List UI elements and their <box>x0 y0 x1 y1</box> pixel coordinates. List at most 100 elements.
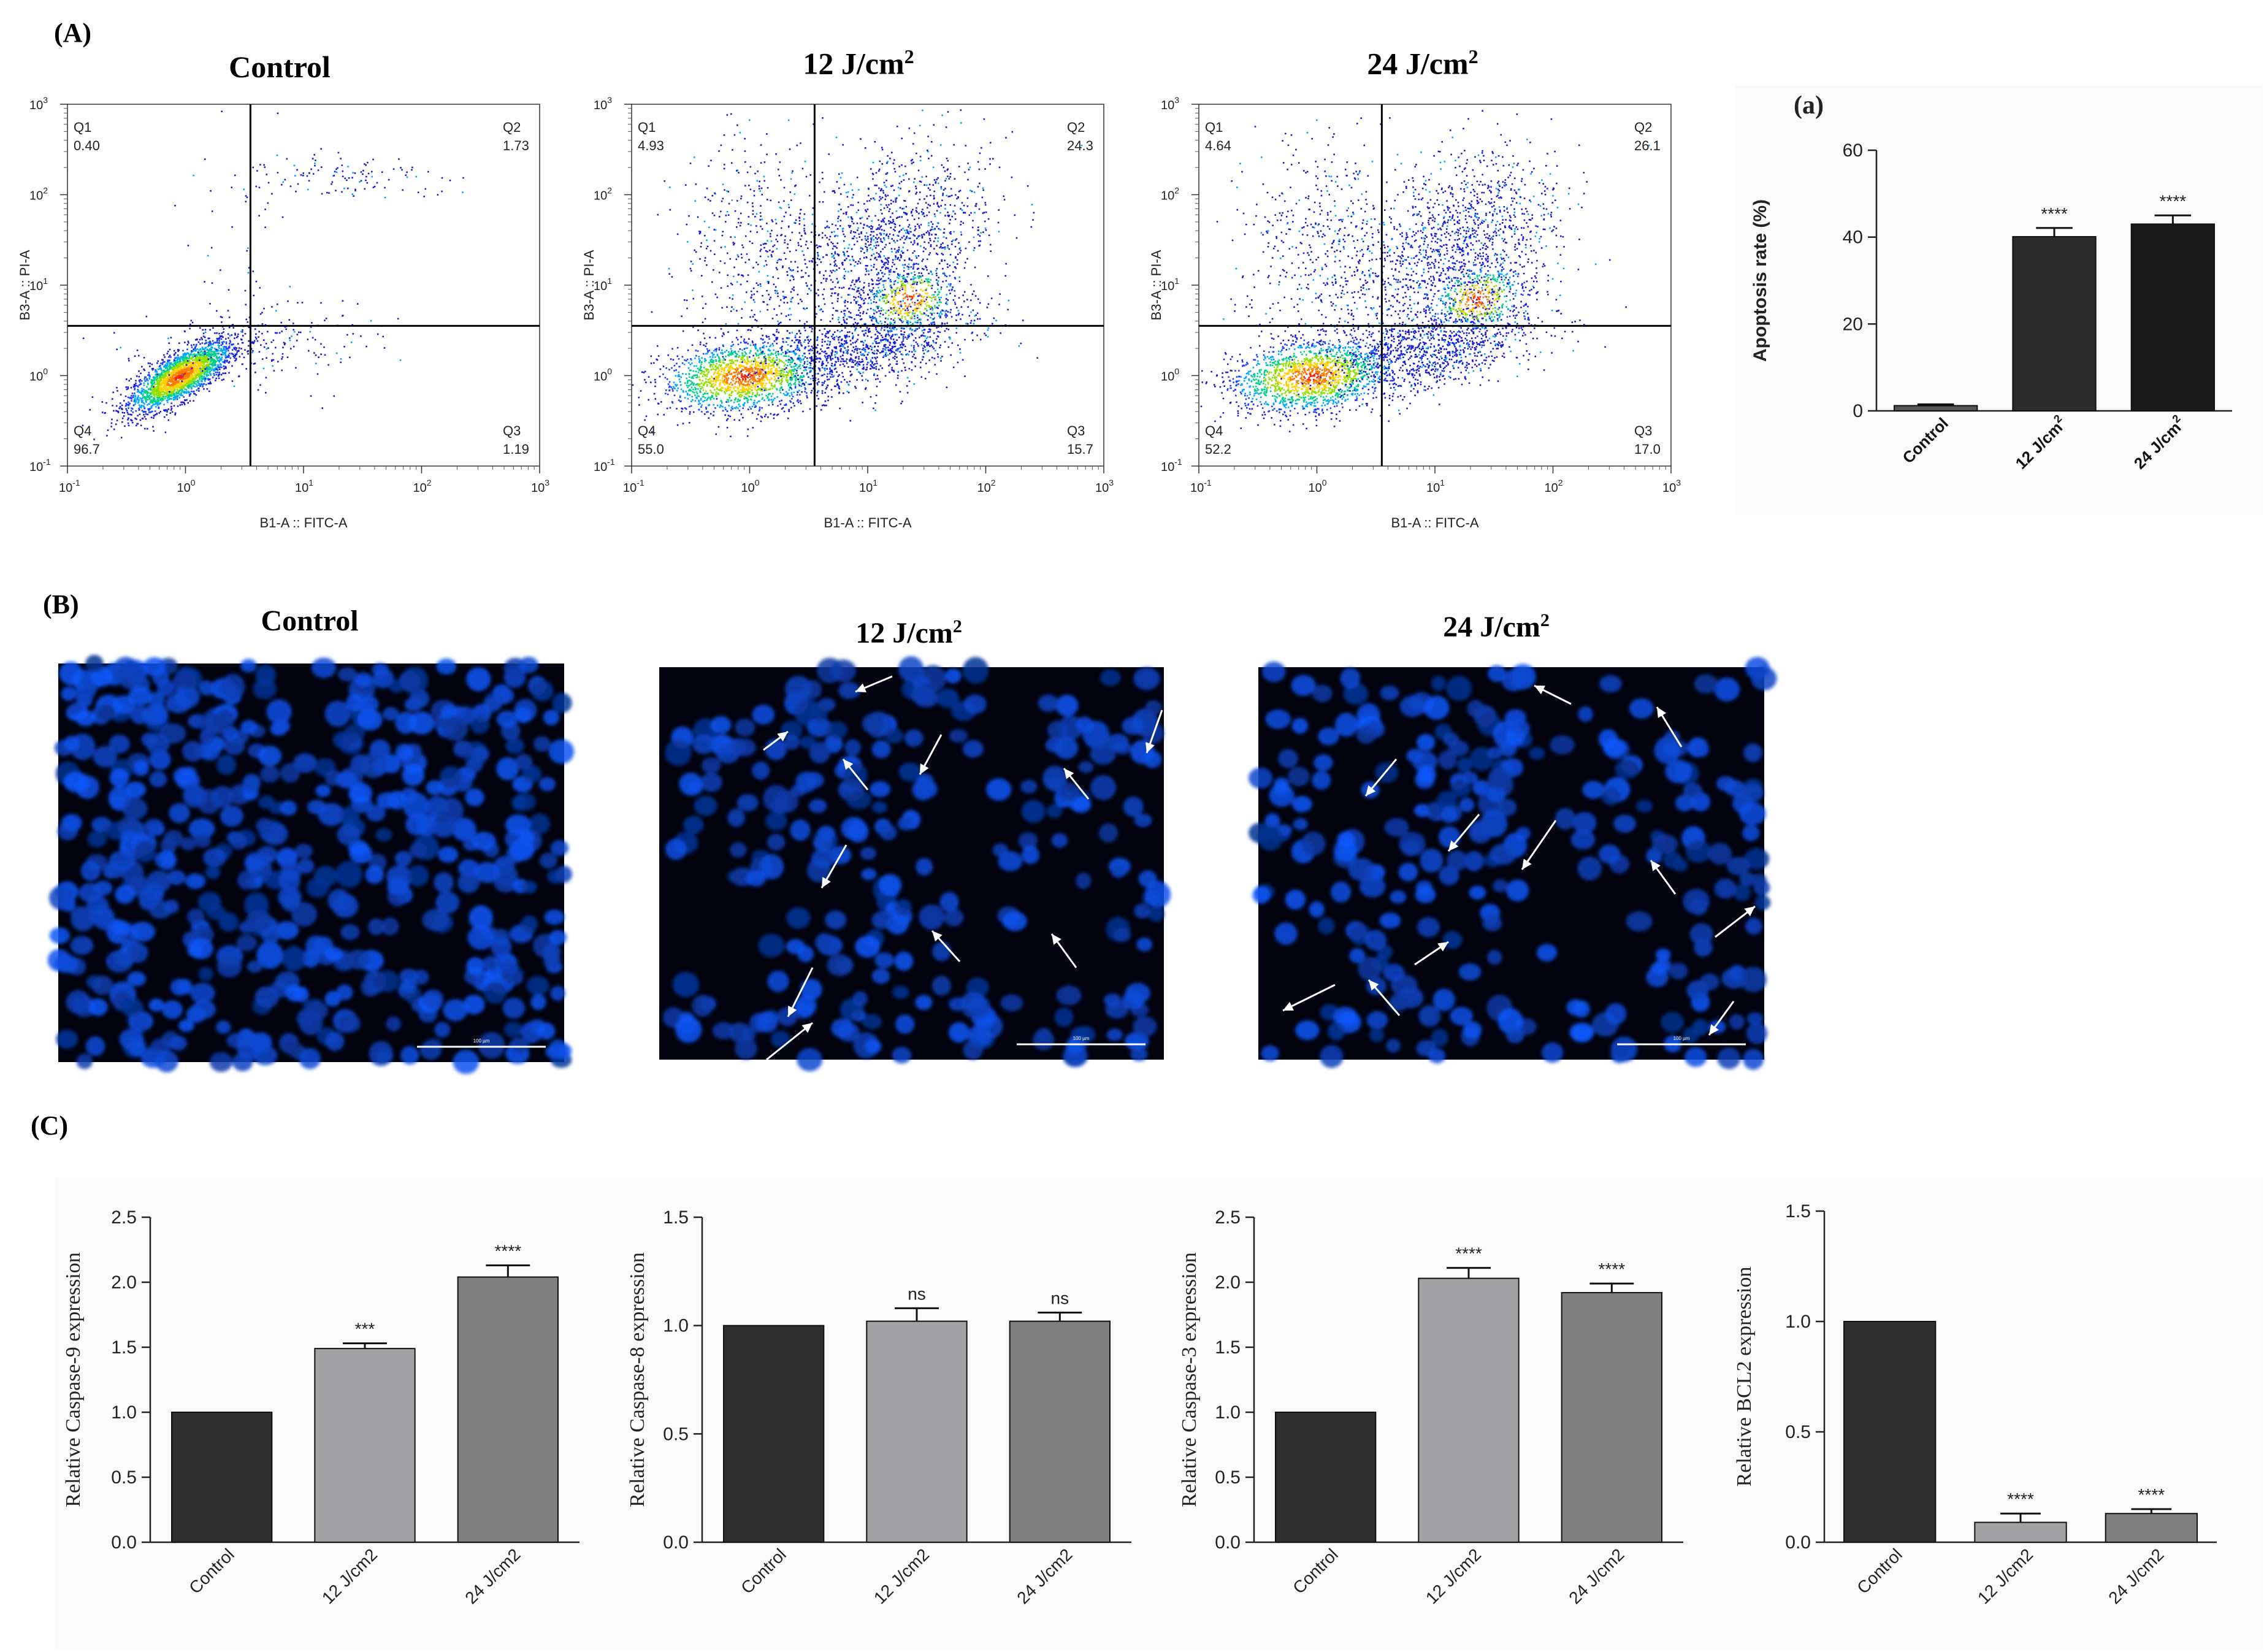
x-tick-label: 103 <box>1662 478 1681 495</box>
x-tick-label: 10-1 <box>1190 478 1212 495</box>
bar <box>1843 1321 1937 1543</box>
quadrant-q4-label: Q4 <box>74 423 91 438</box>
x-axis-label: B1-A :: FITC-A <box>1391 515 1478 530</box>
quadrant-q4-value: 55.0 <box>638 442 664 457</box>
y-tick-label: 0.0 <box>663 1532 689 1553</box>
flow-dots <box>1200 110 1650 433</box>
flow-title-control: Control <box>229 50 331 84</box>
x-tick-label: 101 <box>1426 478 1445 495</box>
x-axis-label: B1-A :: FITC-A <box>824 515 911 530</box>
y-tick-label: 1.5 <box>1785 1201 1811 1222</box>
y-axis-label: Relative BCL2 expression <box>1733 1267 1756 1487</box>
x-tick-label: 103 <box>1095 478 1114 495</box>
significance-label: **** <box>1599 1260 1626 1279</box>
bar <box>2012 235 2097 411</box>
significance-label: **** <box>2041 204 2068 223</box>
quadrant-q2-value: 26.1 <box>1634 138 1661 153</box>
x-tick-label: 10-1 <box>59 478 80 495</box>
nuclei <box>47 654 575 1074</box>
flow-frame <box>67 104 540 467</box>
y-tick-label: 2.5 <box>1215 1207 1241 1228</box>
x-tick-label: 10-1 <box>623 478 644 495</box>
y-tick-label: 102 <box>1161 186 1179 203</box>
y-tick-label: 10-1 <box>1161 457 1182 474</box>
x-tick-label: 102 <box>1545 478 1563 495</box>
y-axis-label: B3-A :: PI-A <box>17 250 33 320</box>
y-tick-label: 0 <box>1853 401 1863 421</box>
microscopy-control-image: 100 µm <box>47 654 575 1074</box>
x-axis-label: B1-A :: FITC-A <box>259 515 347 530</box>
bar <box>1974 1521 2067 1543</box>
y-tick-label: 0.5 <box>1785 1422 1811 1442</box>
quadrant-q3-label: Q3 <box>1067 423 1085 438</box>
x-tick-label: 100 <box>1309 478 1327 495</box>
micro-title-24: 24 J/cm2 <box>1443 610 1550 643</box>
y-axis-label: Apoptosis rate (%) <box>1750 199 1770 362</box>
significance-label: ns <box>1051 1288 1069 1307</box>
quadrant-q1-value: 4.93 <box>638 138 664 153</box>
panel-label-a-upper: (A) <box>54 18 92 48</box>
significance-label: **** <box>495 1241 522 1260</box>
x-tick-label: 101 <box>859 478 878 495</box>
flow-title-24: 24 J/cm2 <box>1367 45 1478 81</box>
y-tick-label: 1.0 <box>1785 1312 1811 1332</box>
y-tick-label: 100 <box>594 367 612 384</box>
y-tick-label: 102 <box>594 186 612 203</box>
y-tick-label: 2.5 <box>111 1207 137 1228</box>
y-tick-label: 60 <box>1843 140 1863 161</box>
y-axis-label: Relative Caspase-9 expression <box>62 1252 85 1507</box>
caspase8-chart: 0.0 0.5 1.0 1.5 Relative Caspase-8 expressio… <box>619 1177 1171 1650</box>
scale-bar-label: 100 µm <box>1673 1036 1690 1041</box>
quadrant-q4-value: 96.7 <box>74 442 100 457</box>
bar <box>171 1412 273 1543</box>
y-tick-label: 10-1 <box>29 457 51 474</box>
quadrant-q3-label: Q3 <box>503 423 521 438</box>
caspase3-chart: 0.0 0.5 1.0 1.5 2.0 2.5 Relative Caspase-3 exp… <box>1171 1177 1723 1650</box>
y-tick-label: 103 <box>29 95 48 112</box>
y-tick-label: 0.5 <box>1215 1467 1241 1488</box>
quadrant-q1-label: Q1 <box>74 120 91 135</box>
significance-label: *** <box>355 1320 375 1339</box>
y-axis-label: B3-A :: PI-A <box>581 250 597 320</box>
flow-title-12: 12 J/cm2 <box>803 45 914 81</box>
quadrant-q4-value: 52.2 <box>1205 442 1231 457</box>
bar <box>1894 405 1978 411</box>
y-tick-label: 40 <box>1843 228 1863 248</box>
bar <box>457 1276 559 1543</box>
quadrant-q1-value: 0.40 <box>74 138 100 153</box>
nuclei <box>662 656 1171 1072</box>
y-tick-label: 103 <box>1161 95 1179 112</box>
y-tick-label: 2.0 <box>111 1272 137 1293</box>
chart-title: (a) <box>1794 91 1824 120</box>
flow-dots <box>82 110 464 440</box>
y-tick-label: 1.5 <box>1215 1337 1241 1358</box>
quadrant-q3-value: 17.0 <box>1634 442 1661 457</box>
quadrant-q3-value: 1.19 <box>503 442 529 457</box>
y-tick-label: 2.0 <box>1215 1272 1241 1293</box>
y-axis-label: B3-A :: PI-A <box>1149 250 1164 320</box>
bar <box>1561 1291 1663 1543</box>
bar <box>1275 1412 1377 1543</box>
significance-label: ns <box>908 1284 926 1303</box>
bar <box>723 1325 825 1543</box>
y-tick-label: 103 <box>594 95 612 112</box>
significance-label: **** <box>1455 1244 1482 1263</box>
y-tick-label: 1.0 <box>663 1316 689 1336</box>
panel-label-b: (B) <box>43 589 79 619</box>
bar <box>314 1348 416 1543</box>
x-tick-label: 103 <box>531 478 549 495</box>
y-axis-label: Relative Caspase-3 expression <box>1178 1252 1201 1507</box>
y-tick-label: 10-1 <box>594 457 615 474</box>
bar <box>1009 1320 1111 1543</box>
x-tick-label: 102 <box>413 478 432 495</box>
bar <box>2105 1513 2198 1543</box>
significance-label: **** <box>2160 191 2187 210</box>
scale-bar-label: 100 µm <box>1073 1036 1090 1041</box>
micro-title-12: 12 J/cm2 <box>855 616 962 649</box>
quadrant-q2-value: 24.3 <box>1067 138 1093 153</box>
y-tick-label: 0.0 <box>111 1532 137 1553</box>
quadrant-q4-label: Q4 <box>1205 423 1223 438</box>
micro-title-control: Control <box>261 605 359 637</box>
